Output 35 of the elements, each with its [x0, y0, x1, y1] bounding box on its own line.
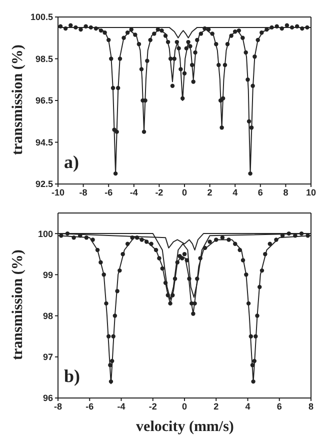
x-tick-label: 10	[306, 187, 316, 198]
x-tick-label: -4	[130, 187, 138, 198]
x-tick-label: 8	[283, 187, 288, 198]
y-axis-title: transmission (%)	[10, 248, 27, 362]
x-axis-title: velocity (mm/s)	[135, 419, 235, 436]
x-tick-label: -2	[148, 401, 157, 412]
y-tick-label: 92.5	[35, 179, 53, 190]
x-tick-label: -4	[117, 401, 126, 412]
x-tick-label: 6	[276, 401, 282, 412]
y-tick-label: 94.5	[35, 137, 53, 148]
x-tick-label: -8	[54, 401, 62, 412]
x-tick-label: 0	[182, 187, 188, 198]
x-tick-label: -2	[155, 187, 164, 198]
x-tick-label: 8	[308, 401, 314, 412]
x-tick-label: -8	[79, 187, 88, 198]
y-axis-title: transmission (%)	[10, 44, 27, 158]
y-tick-label: 96.5	[35, 96, 53, 106]
x-tick-label: -6	[86, 401, 94, 412]
y-tick-label: 99	[42, 270, 53, 280]
y-tick-label: 98	[42, 310, 53, 321]
x-tick-label: 2	[214, 401, 219, 412]
x-tick-label: 0	[182, 401, 188, 412]
x-tick-label: 4	[245, 401, 250, 412]
annotation: a)	[64, 152, 79, 173]
y-tick-label: 96	[42, 393, 53, 404]
x-tick-label: 4	[232, 187, 238, 198]
y-tick-label: 97	[42, 352, 53, 362]
y-tick-label: 100	[38, 228, 53, 239]
y-tick-label: 100.5	[30, 12, 53, 22]
x-tick-label: 6	[258, 187, 263, 198]
annotation: b)	[64, 366, 80, 387]
x-tick-label: -6	[104, 187, 113, 198]
y-tick-label: 98.5	[35, 54, 53, 64]
x-tick-label: -10	[51, 187, 65, 198]
x-tick-label: 2	[207, 187, 212, 198]
